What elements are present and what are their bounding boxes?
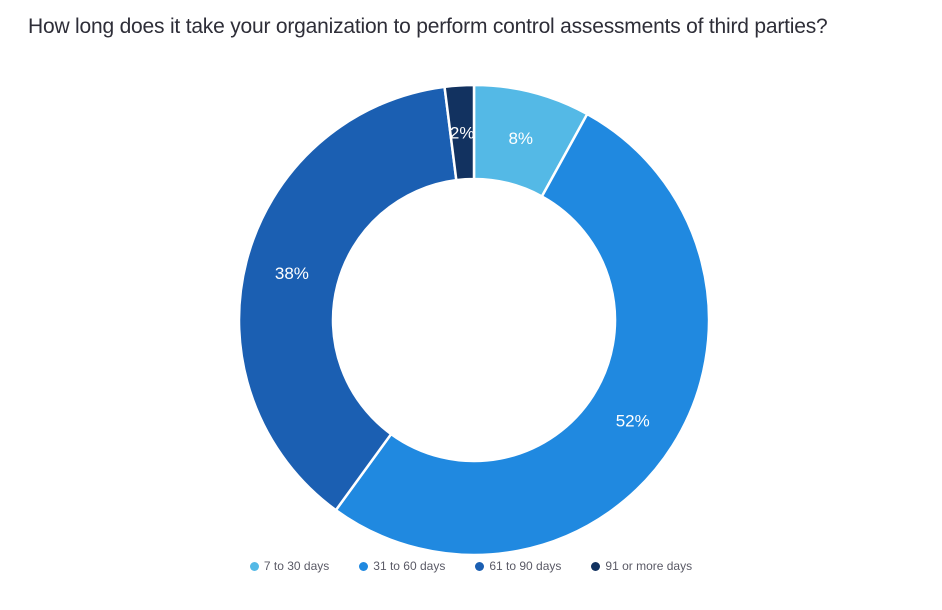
donut-slice-91-or-more-days[interactable] (443, 83, 476, 182)
legend-marker-icon (249, 561, 259, 571)
legend-marker-icon (475, 561, 485, 571)
slice-percent-label: 8% (508, 129, 533, 148)
legend-item-91-or-more-days[interactable]: 91 or more days (591, 559, 692, 573)
donut-slice-31-to-60-days[interactable] (334, 112, 711, 557)
legend-label: 61 to 90 days (489, 559, 562, 573)
legend-label: 7 to 30 days (263, 559, 330, 573)
slice-percent-label: 52% (616, 412, 650, 431)
legend-label: 91 or more days (605, 559, 693, 573)
slice-percent-label: 38% (275, 264, 309, 283)
donut-slice-61-to-90-days[interactable] (237, 85, 458, 512)
legend-marker-icon (591, 561, 601, 571)
legend-item-7-to-30-days[interactable]: 7 to 30 days (249, 559, 330, 573)
slice-percent-label: 2% (450, 123, 475, 142)
legend-marker-icon (359, 561, 369, 571)
chart-title: How long does it take your organization … (28, 15, 828, 38)
legend-item-61-to-90-days[interactable]: 61 to 90 days (475, 559, 561, 573)
donut-slices (237, 83, 711, 557)
chart-legend: 7 to 30 days 31 to 60 days 61 to 90 days 91… (0, 559, 942, 573)
donut-slice-labels: 8% 52% 38% 2% (275, 123, 650, 430)
legend-label: 31 to 60 days (373, 559, 446, 573)
legend-item-31-to-60-days[interactable]: 31 to 60 days (359, 559, 445, 573)
